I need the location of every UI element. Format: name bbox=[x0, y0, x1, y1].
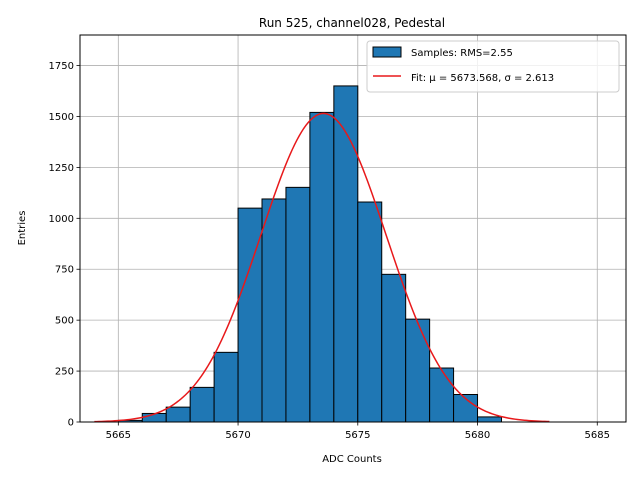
histogram-bar bbox=[309, 111, 335, 423]
legend-fit-label: Fit: μ = 5673.568, σ = 2.613 bbox=[411, 73, 554, 84]
x-tick-label: 5665 bbox=[106, 430, 131, 441]
fit-curve bbox=[94, 112, 550, 423]
histogram-bar bbox=[357, 201, 383, 423]
y-tick-label: 1000 bbox=[49, 214, 74, 225]
histogram-bar bbox=[261, 198, 287, 423]
y-tick-label: 750 bbox=[55, 265, 74, 276]
legend-box bbox=[366, 40, 620, 93]
y-axis-label: Entries bbox=[17, 211, 28, 246]
x-tick-label: 5680 bbox=[465, 430, 490, 441]
legend: Samples: RMS=2.55 Fit: μ = 5673.568, σ =… bbox=[366, 40, 620, 93]
y-tick-label: 1750 bbox=[49, 61, 74, 72]
histogram-bar bbox=[405, 318, 431, 423]
histogram-bar bbox=[333, 85, 359, 423]
histogram-bar bbox=[381, 273, 407, 423]
legend-histogram-swatch bbox=[372, 46, 402, 58]
plot-frame bbox=[79, 34, 627, 423]
y-tick-label: 500 bbox=[55, 316, 74, 327]
y-tick-label: 250 bbox=[55, 367, 74, 378]
chart-title: Run 525, channel028, Pedestal bbox=[259, 16, 445, 30]
y-tick-label: 0 bbox=[68, 418, 74, 429]
histogram-bar bbox=[429, 367, 455, 423]
y-axis-ticks: 0 250 500 750 1000 1250 1500 1750 bbox=[49, 61, 80, 429]
x-tick-label: 5670 bbox=[225, 430, 250, 441]
x-axis-label: ADC Counts bbox=[322, 454, 382, 465]
fit-curve-group bbox=[94, 112, 550, 423]
y-tick-label: 1500 bbox=[49, 112, 74, 123]
x-axis-ticks: 5665 5670 5675 5680 5685 bbox=[106, 422, 610, 441]
histogram-bar bbox=[477, 416, 502, 423]
x-tick-label: 5675 bbox=[345, 430, 370, 441]
histogram-bar bbox=[213, 351, 239, 423]
x-tick-label: 5685 bbox=[585, 430, 610, 441]
y-tick-label: 1250 bbox=[49, 163, 74, 174]
histogram-bar bbox=[165, 406, 191, 423]
histogram-bar bbox=[285, 186, 311, 423]
histogram-bars bbox=[117, 85, 502, 423]
histogram-bar bbox=[189, 386, 215, 423]
legend-histogram-label: Samples: RMS=2.55 bbox=[411, 48, 513, 59]
